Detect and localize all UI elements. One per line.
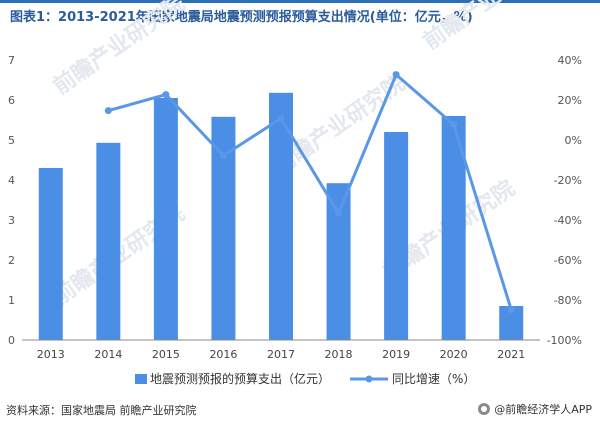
left-tick-label: 0: [8, 334, 15, 347]
growth-point: [162, 91, 170, 99]
brand-label: @前瞻经济学人APP: [494, 403, 592, 416]
right-tick-label: -100%: [547, 334, 582, 347]
legend-bar-swatch: [135, 374, 147, 384]
x-tick-label: 2019: [382, 348, 410, 361]
left-tick-label: 2: [8, 254, 15, 267]
x-tick-label: 2013: [37, 348, 65, 361]
growth-point: [219, 152, 227, 160]
growth-point: [335, 209, 343, 217]
right-tick-label: -40%: [554, 214, 582, 227]
left-tick-label: 7: [8, 54, 15, 67]
right-tick-label: -80%: [554, 294, 582, 307]
bar-2014: [96, 142, 121, 340]
source-note: 资料来源：国家地震局 前瞻产业研究院: [6, 404, 197, 417]
bar-2019: [384, 132, 409, 340]
bar-2015: [153, 98, 178, 340]
x-tick-label: 2016: [209, 348, 237, 361]
legend-line-label: 同比增速（%）: [392, 372, 475, 386]
growth-line: [107, 73, 513, 311]
right-tick-label: -20%: [554, 174, 582, 187]
growth-point: [104, 107, 112, 115]
chart-canvas: 前瞻产业研究院前瞻产业研究院前瞻产业研究院前瞻产业研究院前瞻产业研究院 0123…: [8, 0, 582, 386]
x-tick-label: 2014: [94, 348, 122, 361]
left-tick-label: 3: [8, 214, 15, 227]
growth-point: [450, 121, 458, 129]
bar-2018: [326, 183, 351, 340]
x-tick-label: 2021: [497, 348, 525, 361]
x-tick-label: 2018: [325, 348, 353, 361]
chart-title: 图表1：2013-2021年国家地震局地震预测预报预算支出情况(单位：亿元，%): [10, 10, 473, 25]
legend-bar-label: 地震预测预报的预算支出（亿元）: [150, 371, 330, 386]
top-accent-bar: [0, 0, 600, 3]
left-tick-label: 5: [8, 134, 15, 147]
left-tick-label: 6: [8, 94, 15, 107]
x-tick-label: 2015: [152, 348, 180, 361]
x-tick-label: 2020: [440, 348, 468, 361]
bar-series: [38, 92, 524, 340]
left-tick-label: 1: [8, 294, 15, 307]
growth-point: [507, 306, 515, 314]
growth-point: [277, 114, 285, 122]
watermark-text: 前瞻产业研究院: [419, 0, 560, 55]
bar-2013: [38, 168, 63, 340]
brand-credit: @前瞻经济学人APP: [478, 401, 592, 417]
right-tick-label: 20%: [558, 94, 582, 107]
growth-point: [392, 71, 400, 79]
left-tick-label: 4: [8, 174, 15, 187]
right-tick-label: 40%: [558, 54, 582, 67]
right-tick-label: -60%: [554, 254, 582, 267]
legend-line-marker: [365, 375, 373, 383]
line-series: [104, 71, 515, 314]
right-tick-label: 0%: [565, 134, 582, 147]
axes: 0 1 2 3 4 5 6 7 -100% -80% -60% -40% -20% 0% 20% 40% 201…: [8, 54, 582, 361]
x-tick-label: 2017: [267, 348, 295, 361]
legend: 地震预测预报的预算支出（亿元） 同比增速（%）: [135, 371, 475, 386]
watermark-text: 前瞻产业研究院: [49, 0, 190, 100]
brand-logo-icon: [478, 403, 491, 415]
